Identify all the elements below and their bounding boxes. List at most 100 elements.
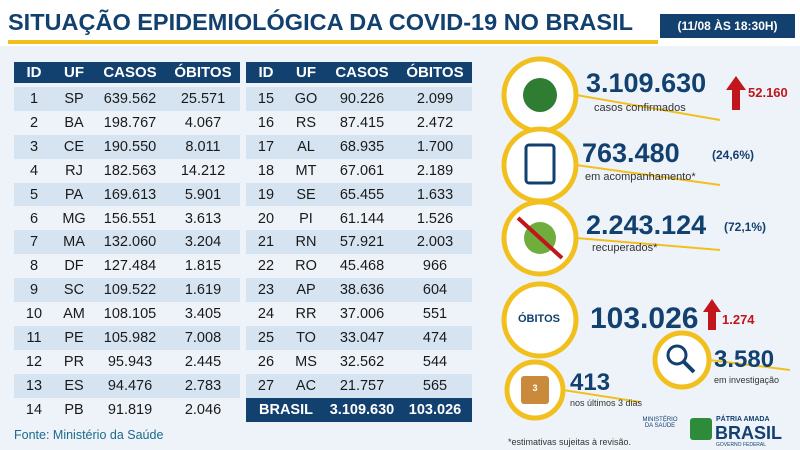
table-cell: 87.415 — [339, 114, 385, 131]
table-cell: 604 — [422, 282, 448, 299]
confirmed-value: 3.109.630 — [586, 68, 707, 98]
table-cell: 1.700 — [416, 138, 454, 155]
row-stripe — [14, 87, 240, 111]
table-cell: 94.476 — [107, 377, 153, 394]
column-header: ÓBITOS — [166, 62, 240, 83]
calendar-number: 3 — [532, 383, 538, 393]
row-stripe — [14, 278, 240, 303]
recovered-value: 2.243.124 — [586, 210, 707, 240]
table-cell: 17 — [257, 138, 275, 155]
table-cell: RR — [295, 306, 317, 323]
table-cell: 37.006 — [339, 306, 385, 323]
table-cell: 474 — [422, 330, 448, 346]
table-cell: 1.619 — [184, 282, 222, 299]
table-cell: AL — [297, 138, 315, 155]
table-cell: 38.636 — [339, 282, 385, 299]
table-cell: MG — [62, 210, 86, 227]
table-cell: 132.060 — [103, 234, 157, 251]
confirmed-label: casos confirmados — [594, 102, 686, 114]
table-cell: 4.067 — [184, 114, 222, 131]
table-cell: 10 — [25, 306, 43, 323]
table-cell: 24 — [257, 306, 275, 323]
table-cell: 565 — [422, 377, 448, 394]
total-cell: 103.026 — [408, 401, 462, 418]
table-cell: 2.189 — [416, 162, 454, 179]
table-cell: 23 — [257, 282, 275, 299]
table-cell: 1.815 — [184, 258, 222, 275]
table-cell: 3.613 — [184, 210, 222, 227]
table-cell: PA — [64, 186, 84, 203]
table-cell: 45.468 — [339, 258, 385, 275]
table-cell: 65.455 — [339, 186, 385, 203]
table-cell: 1 — [29, 91, 39, 107]
table-cell: PI — [299, 210, 313, 227]
investigation-label: em investigação — [714, 375, 780, 385]
icons — [501, 56, 791, 421]
title: SITUAÇÃO EPIDEMIOLÓGICA DA COVID-19 NO B… — [8, 9, 633, 35]
table-cell: 19 — [257, 186, 275, 203]
table-cell: SE — [296, 186, 316, 203]
table-cell: 26 — [257, 353, 275, 370]
monitoring-value: 763.480 — [582, 138, 680, 168]
deaths-badge: ÓBITOS — [518, 313, 560, 325]
table-cell: 8 — [29, 258, 39, 275]
table-cell: 12 — [25, 353, 43, 370]
table-cell: 32.562 — [339, 353, 385, 370]
row-stripe — [14, 230, 240, 255]
table-cell: CE — [63, 138, 85, 155]
table-cell: 14.212 — [180, 162, 226, 179]
table-cell: 27 — [257, 377, 275, 394]
row-stripe — [246, 134, 472, 159]
table-cell: 2.783 — [184, 377, 222, 394]
row-stripe — [14, 373, 240, 398]
date: (11/08 ÀS 18:30H) — [660, 14, 795, 38]
table-cell: 1.526 — [416, 210, 454, 227]
source: Fonte: Ministério da Saúde — [14, 428, 164, 442]
table-cell: AC — [295, 377, 317, 394]
table-cell: 95.943 — [107, 353, 153, 370]
table-cell: DF — [64, 258, 84, 275]
table-cell: 9 — [29, 282, 39, 299]
total-cell: 3.109.630 — [329, 401, 395, 418]
table-cell: 21.757 — [339, 377, 385, 394]
table-cell: 57.921 — [339, 234, 385, 251]
table-cell: MT — [295, 162, 317, 179]
table-cell: 22 — [257, 258, 275, 275]
table-cell: 105.982 — [103, 330, 157, 346]
table-cell: 4 — [29, 162, 39, 179]
table-cell: 25 — [257, 330, 275, 346]
title-underline — [8, 40, 658, 44]
table-cell: RJ — [65, 162, 83, 179]
row-stripe — [246, 182, 472, 207]
table-cell: 2.472 — [416, 114, 454, 131]
table-cell: 16 — [257, 114, 275, 131]
row-stripe — [14, 182, 240, 207]
table-cell: RO — [295, 258, 317, 275]
deaths-increase: 1.274 — [722, 312, 755, 327]
table-cell: 11 — [26, 330, 42, 346]
table-cell: 21 — [257, 234, 275, 251]
table-cell: 639.562 — [103, 91, 157, 107]
table-cell: SP — [64, 91, 84, 107]
table-cell: BA — [64, 114, 84, 131]
recovered-percent: (72,1%) — [724, 220, 767, 234]
table-cell: 544 — [422, 353, 448, 370]
table-cell: 127.484 — [103, 258, 157, 275]
row-stripe — [14, 326, 240, 350]
table-cell: 156.551 — [103, 210, 157, 227]
table-cell: 33.047 — [339, 330, 385, 346]
deaths-value: 103.026 — [590, 302, 699, 335]
table-cell: RN — [295, 234, 317, 251]
total-row-bg — [246, 397, 472, 422]
monitoring-label: em acompanhamento* — [585, 171, 696, 183]
table-cell: 198.767 — [103, 114, 157, 131]
footnote: *estimativas sujeitas à revisão. — [508, 437, 632, 447]
column-header: UF — [286, 62, 326, 83]
table-cell: AP — [296, 282, 316, 299]
column-header: CASOS — [326, 62, 398, 83]
table-cell: SC — [63, 282, 85, 299]
row-stripe — [246, 230, 472, 255]
total-cell: BRASIL — [259, 401, 313, 418]
table-cell: 7 — [29, 234, 39, 251]
